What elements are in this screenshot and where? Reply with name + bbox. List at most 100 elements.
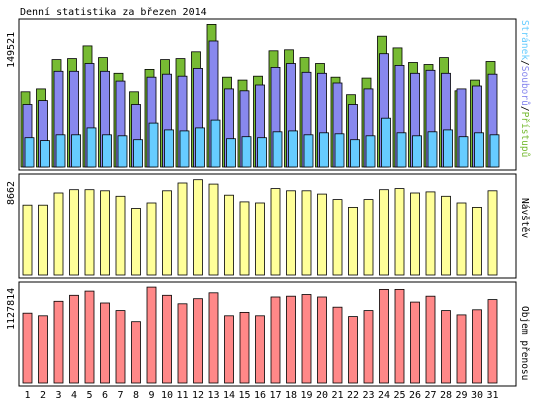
x-tick-label-24: 24 — [378, 390, 390, 401]
chart-title: Denní statistika za březen 2014 — [20, 6, 207, 18]
bar-stranky-28 — [443, 129, 453, 168]
bar-navstevy-19 — [301, 190, 312, 276]
bar-objem-2 — [38, 315, 48, 384]
x-tick-label-10: 10 — [161, 390, 173, 401]
hits-max-label: 149521 — [6, 32, 17, 68]
x-tick-label-31: 31 — [486, 390, 498, 401]
bar-objem-31 — [487, 299, 498, 384]
bar-objem-18 — [286, 295, 296, 384]
bar-objem-3 — [53, 300, 64, 384]
bar-navstevy-17 — [270, 188, 281, 276]
bar-navstevy-4 — [69, 189, 79, 276]
bar-navstevy-26 — [410, 192, 420, 276]
bar-navstevy-25 — [394, 188, 405, 276]
bar-navstevy-23 — [363, 199, 374, 276]
bar-navstevy-7 — [115, 195, 126, 276]
bar-objem-7 — [115, 310, 126, 384]
bar-objem-17 — [270, 296, 281, 384]
bar-objem-19 — [301, 294, 312, 384]
bar-objem-12 — [193, 298, 203, 384]
bar-objem-29 — [456, 314, 467, 384]
x-tick-label-30: 30 — [471, 390, 483, 401]
bar-stranky-4 — [71, 134, 81, 168]
bar-navstevy-9 — [146, 202, 157, 276]
x-tick-label-16: 16 — [254, 390, 266, 401]
bar-objem-15 — [239, 311, 250, 384]
bar-objem-1 — [22, 312, 33, 384]
x-axis-labels: 1 2 3 4 5 6 7 8 9 10 11 12 13 14 15 16 17 18 19 20 21 22 23 24 2… — [24, 390, 498, 401]
bar-stranky-20 — [319, 132, 329, 168]
x-tick-label-15: 15 — [238, 390, 250, 401]
bar-stranky-16 — [257, 137, 267, 168]
visits-max-label: 8662 — [6, 181, 17, 205]
bar-navstevy-28 — [441, 195, 451, 276]
bar-stranky-6 — [102, 134, 112, 168]
legend-soubory: Souborů — [519, 66, 530, 106]
x-tick-label-12: 12 — [192, 390, 204, 401]
bar-objem-8 — [131, 321, 141, 384]
bar-stranky-9 — [148, 122, 159, 168]
bar-stranky-11 — [179, 130, 190, 168]
x-tick-label-9: 9 — [148, 390, 154, 401]
x-tick-label-21: 21 — [331, 390, 343, 401]
bar-objem-11 — [177, 303, 188, 384]
bar-navstevy-15 — [239, 201, 250, 276]
bar-objem-9 — [146, 286, 157, 384]
bar-stranky-3 — [55, 134, 66, 168]
bar-navstevy-30 — [472, 206, 482, 276]
x-tick-label-11: 11 — [176, 390, 188, 401]
bar-objem-21 — [332, 306, 343, 384]
bar-navstevy-16 — [255, 202, 265, 276]
x-tick-label-7: 7 — [117, 390, 123, 401]
bar-objem-10 — [162, 294, 172, 384]
bar-navstevy-3 — [53, 192, 64, 276]
transfer-max-label: 1127814 — [6, 288, 17, 330]
bar-objem-25 — [394, 288, 405, 384]
bar-objem-13 — [208, 292, 219, 384]
hits-series-label: Stránek/Souborů/Přístupů — [519, 20, 530, 157]
x-tick-label-18: 18 — [285, 390, 297, 401]
bar-stranky-29 — [458, 136, 469, 168]
bar-navstevy-27 — [425, 191, 436, 276]
bar-objem-5 — [84, 290, 95, 384]
bar-objem-27 — [425, 295, 436, 384]
bars-layer — [20, 23, 500, 384]
bar-stranky-10 — [164, 129, 174, 168]
bar-stranky-12 — [195, 127, 205, 168]
bar-stranky-7 — [117, 135, 128, 168]
bar-stranky-8 — [133, 139, 143, 168]
bar-objem-22 — [348, 316, 358, 384]
bar-stranky-19 — [303, 134, 314, 168]
bar-objem-26 — [410, 301, 420, 384]
x-tick-label-3: 3 — [55, 390, 61, 401]
bar-objem-20 — [317, 296, 327, 384]
bar-stranky-1 — [24, 137, 35, 168]
bar-objem-16 — [255, 315, 265, 384]
bar-stranky-2 — [40, 140, 50, 168]
bar-stranky-5 — [86, 127, 97, 168]
bar-navstevy-20 — [317, 193, 327, 276]
bar-navstevy-11 — [177, 182, 188, 276]
x-tick-label-1: 1 — [24, 390, 30, 401]
bar-navstevy-10 — [162, 190, 172, 276]
x-tick-label-5: 5 — [86, 390, 92, 401]
x-tick-label-27: 27 — [424, 390, 436, 401]
bar-stranky-24 — [381, 117, 391, 168]
x-tick-label-22: 22 — [347, 390, 359, 401]
x-tick-label-28: 28 — [440, 390, 452, 401]
bar-objem-14 — [224, 315, 234, 384]
bar-objem-6 — [100, 302, 110, 384]
bar-stranky-30 — [474, 132, 484, 168]
bar-navstevy-8 — [131, 208, 141, 276]
bar-navstevy-6 — [100, 190, 110, 276]
bar-stranky-27 — [427, 131, 438, 168]
x-tick-label-6: 6 — [102, 390, 108, 401]
bar-navstevy-13 — [208, 183, 219, 276]
bar-stranky-15 — [241, 136, 252, 168]
bar-stranky-25 — [396, 132, 407, 168]
bar-navstevy-1 — [22, 204, 33, 276]
bar-objem-4 — [69, 294, 79, 384]
bar-objem-28 — [441, 310, 451, 384]
legend-slash-1: / — [519, 60, 530, 66]
